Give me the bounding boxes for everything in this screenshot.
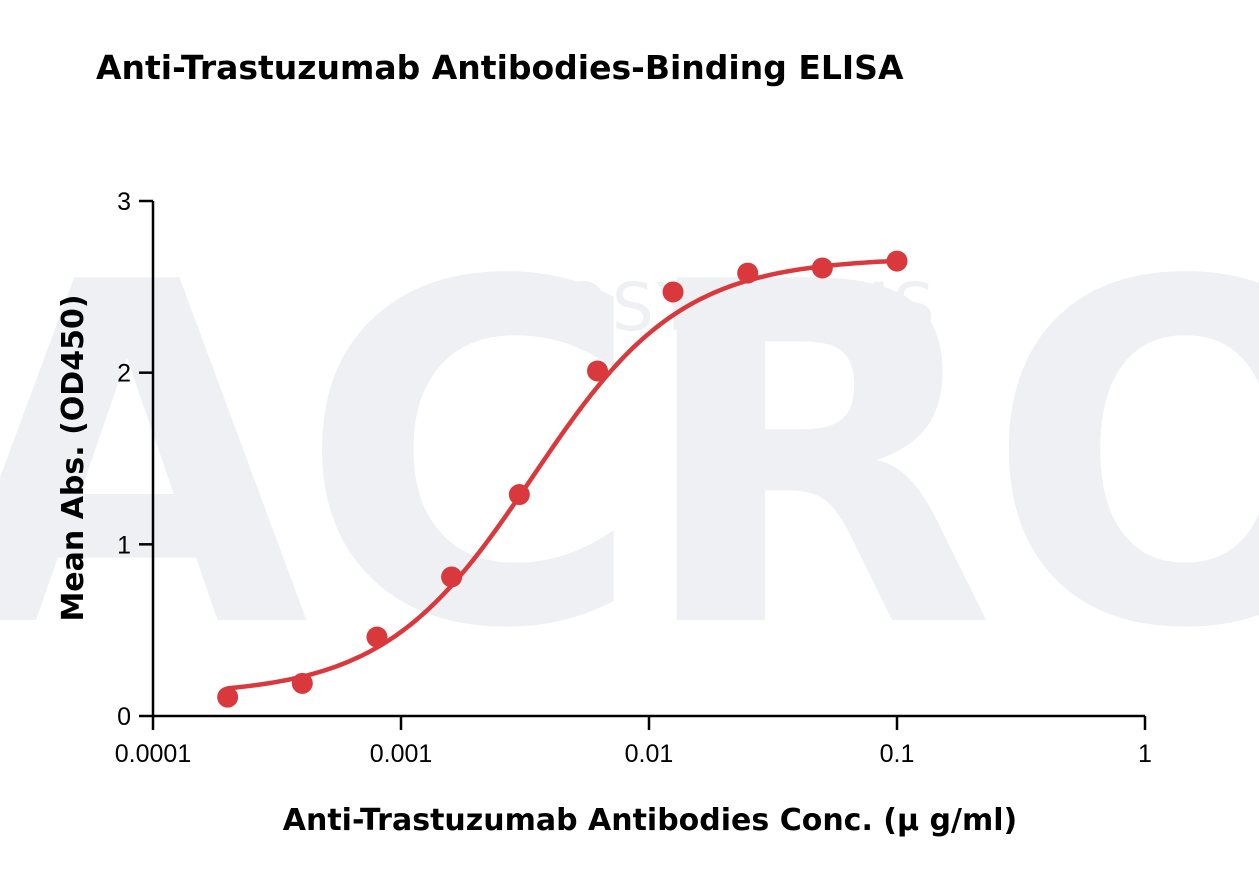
data-point — [366, 626, 388, 648]
data-points — [217, 250, 908, 708]
fit-curve — [225, 258, 900, 691]
data-point — [662, 281, 684, 303]
data-point — [737, 262, 759, 284]
x-tick-label: 0.0001 — [115, 740, 191, 768]
y-tick-label: 3 — [117, 188, 131, 216]
data-point — [291, 672, 313, 694]
y-tick-label: 0 — [117, 703, 131, 731]
x-axis-ticks: 0.0001 0.001 0.01 0.1 1 — [115, 716, 1152, 768]
y-axis-ticks: 0 1 2 3 — [117, 188, 153, 731]
x-axis-label: Anti-Trastuzumab Antibodies Conc. (μ g/m… — [283, 803, 1017, 838]
data-point — [441, 566, 463, 588]
x-tick-label: 0.001 — [370, 740, 433, 768]
y-tick-label: 2 — [117, 360, 131, 388]
y-axis-label: Mean Abs. (OD450) — [56, 294, 91, 621]
data-point — [886, 250, 908, 272]
watermark-logo: ACRO BIOSYSTEMS — [0, 184, 1259, 731]
y-tick-label: 1 — [117, 531, 131, 559]
watermark-brand-text: ACRO — [0, 184, 1259, 731]
chart-title: Anti-Trastuzumab Antibodies-Binding ELIS… — [96, 48, 904, 87]
watermark-subtitle-text: BIOSYSTEMS — [486, 269, 938, 346]
data-point — [508, 484, 530, 506]
x-tick-label: 0.1 — [880, 740, 915, 768]
x-tick-label: 0.01 — [625, 740, 674, 768]
data-point — [587, 360, 609, 382]
data-point — [217, 686, 239, 708]
data-point — [811, 257, 833, 279]
x-tick-label: 1 — [1138, 740, 1152, 768]
